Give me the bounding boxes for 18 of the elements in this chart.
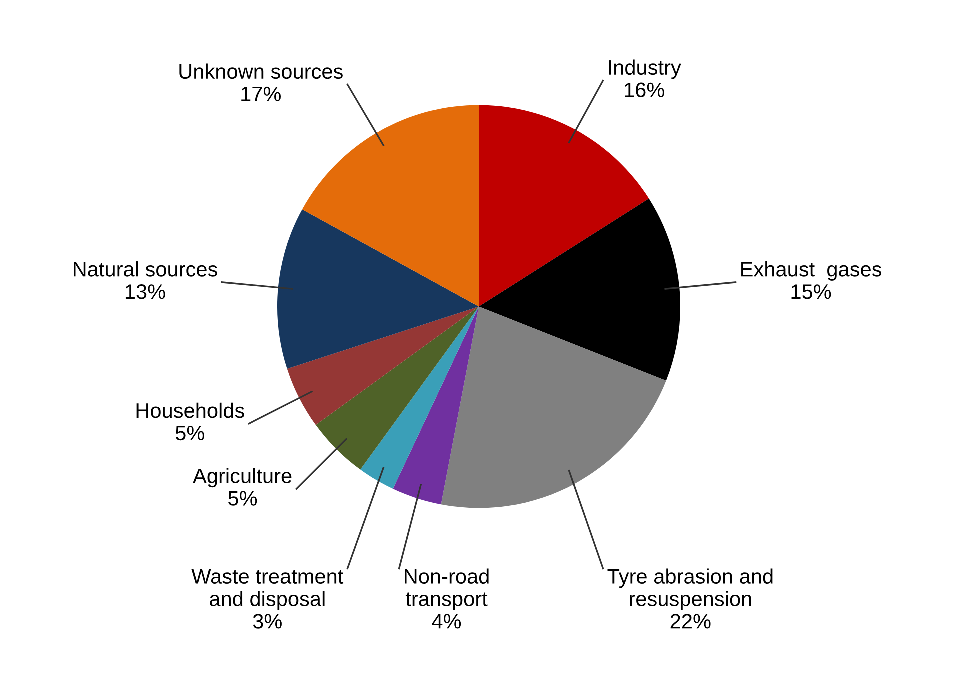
- data-label: 16%: [625, 82, 664, 98]
- slice-label: Industry: [609, 60, 682, 80]
- data-label: 15%: [792, 284, 832, 300]
- data-label: 17%: [242, 86, 281, 102]
- slice-label: Households: [136, 402, 244, 418]
- data-label: 5%: [228, 491, 258, 506]
- slice-label: Tyre abrasion and resuspension: [608, 568, 773, 611]
- data-label: 22%: [670, 614, 711, 629]
- data-label: 3%: [253, 614, 282, 629]
- slice-label: Agriculture: [193, 468, 292, 488]
- data-label: 4%: [432, 614, 462, 629]
- slice-label: Waste treatment and disposal: [192, 569, 344, 611]
- slice-label: Non-road transport: [405, 568, 489, 611]
- data-label: 5%: [176, 426, 204, 441]
- slice-label: Exhaust gases: [742, 262, 882, 281]
- slice-label: Unknown sources: [180, 64, 343, 80]
- slice-label: Natural sources: [74, 262, 218, 277]
- data-label: 13%: [126, 284, 166, 300]
